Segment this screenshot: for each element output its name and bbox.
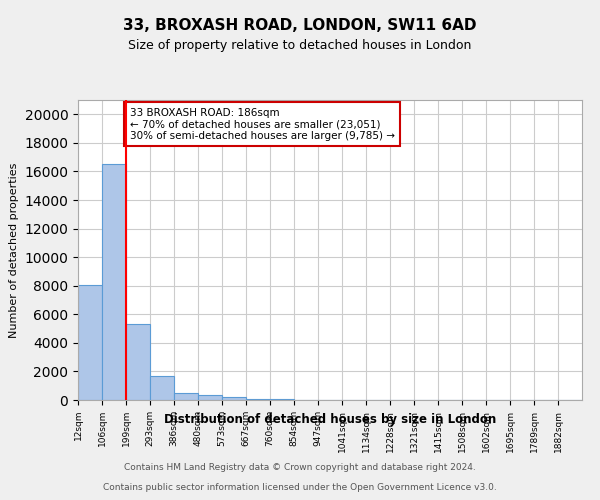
Bar [150, 376, 174, 400]
Text: Contains public sector information licensed under the Open Government Licence v3: Contains public sector information licen… [103, 484, 497, 492]
Text: 33, BROXASH ROAD, LONDON, SW11 6AD: 33, BROXASH ROAD, LONDON, SW11 6AD [123, 18, 477, 32]
Text: 33 BROXASH ROAD: 186sqm
← 70% of detached houses are smaller (23,051)
30% of sem: 33 BROXASH ROAD: 186sqm ← 70% of detache… [130, 108, 395, 140]
Bar [222, 397, 246, 400]
Bar [246, 398, 270, 400]
Bar [102, 164, 126, 400]
Bar [174, 393, 198, 400]
Text: Size of property relative to detached houses in London: Size of property relative to detached ho… [128, 40, 472, 52]
Bar [198, 395, 222, 400]
Text: Contains HM Land Registry data © Crown copyright and database right 2024.: Contains HM Land Registry data © Crown c… [124, 464, 476, 472]
Y-axis label: Number of detached properties: Number of detached properties [9, 162, 19, 338]
Bar [126, 324, 150, 400]
Bar [78, 285, 102, 400]
Text: Distribution of detached houses by size in London: Distribution of detached houses by size … [164, 412, 496, 426]
